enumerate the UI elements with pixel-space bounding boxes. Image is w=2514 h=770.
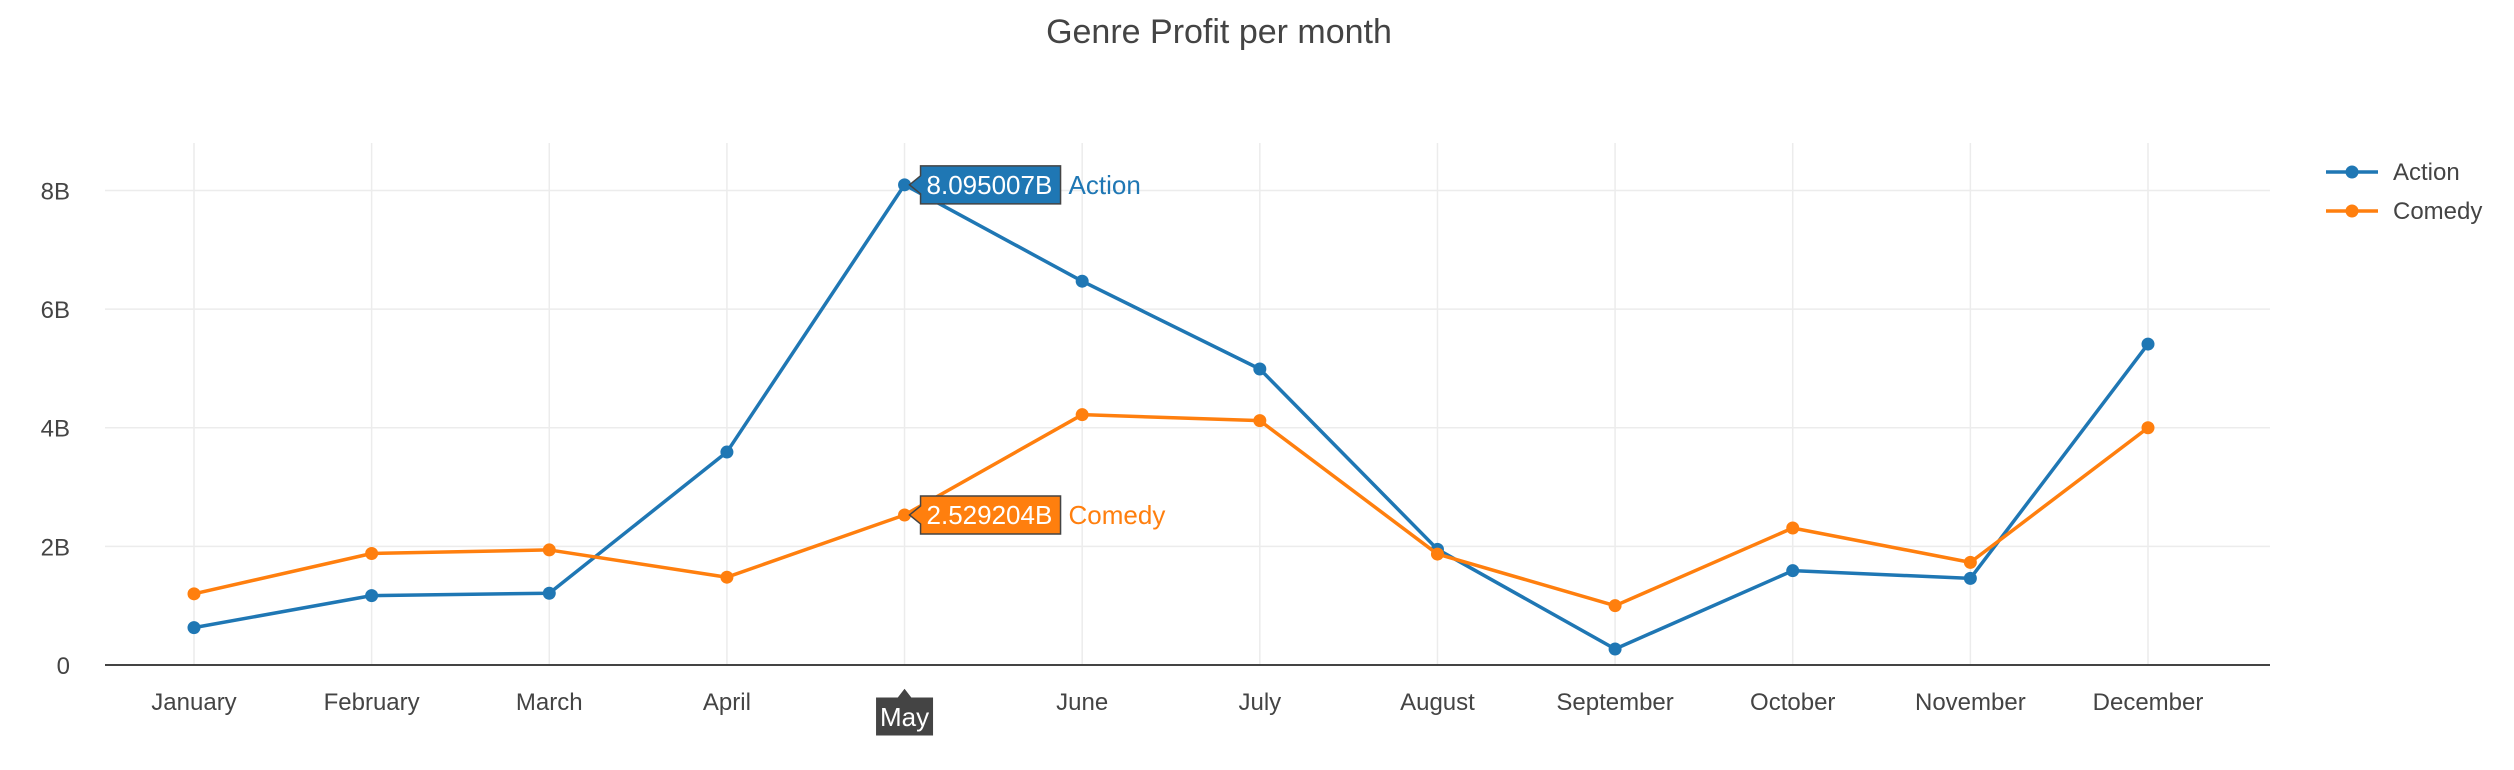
hover-value: 8.095007B (927, 170, 1053, 200)
data-point[interactable] (187, 621, 201, 635)
x-tick-label: October (1750, 689, 1835, 716)
data-point[interactable] (365, 546, 379, 560)
hover-series-name: Comedy (1069, 500, 1166, 530)
x-hover-text: May (880, 702, 929, 732)
x-tick-label: March (516, 689, 583, 716)
y-tick-label: 0 (57, 653, 70, 680)
x-tick-label: September (1556, 689, 1673, 716)
x-tick-label: June (1056, 689, 1108, 716)
data-point[interactable] (1253, 414, 1267, 428)
data-point[interactable] (1253, 362, 1267, 376)
legend-label: Action (2393, 159, 2460, 186)
y-tick-label: 8B (41, 178, 70, 205)
hover-value: 2.529204B (927, 500, 1053, 530)
x-tick-label: January (151, 689, 236, 716)
series-layer (187, 178, 2155, 656)
chart-title: Genre Profit per month (1046, 13, 1392, 51)
data-point[interactable] (898, 178, 912, 192)
data-point[interactable] (1608, 599, 1622, 613)
x-tick-label: December (2093, 689, 2204, 716)
legend-marker (2345, 204, 2359, 218)
data-point[interactable] (542, 586, 556, 600)
legend-marker (2345, 165, 2359, 179)
series-line (193, 412, 2150, 608)
data-point[interactable] (1075, 408, 1089, 422)
data-point[interactable] (542, 543, 556, 557)
data-point[interactable] (2141, 337, 2155, 351)
hover-label-comedy: 2.529204B Comedy (908, 495, 1166, 535)
x-tick-label: February (324, 689, 420, 716)
x-tick-label: August (1400, 689, 1475, 716)
data-point[interactable] (720, 570, 734, 584)
data-point[interactable] (898, 508, 912, 522)
x-tick-label: April (703, 689, 751, 716)
data-point[interactable] (365, 589, 379, 603)
data-point[interactable] (1786, 521, 1800, 535)
y-tick-label: 6B (41, 297, 70, 324)
data-point[interactable] (1963, 571, 1977, 585)
data-point[interactable] (1608, 642, 1622, 656)
data-point[interactable] (187, 587, 201, 601)
legend[interactable]: Action Comedy (2326, 159, 2482, 225)
axes: 0 2B 4B 6B 8B January February March April June Ju… (41, 178, 2270, 716)
series-line (193, 183, 2150, 651)
data-point[interactable] (2141, 421, 2155, 435)
y-tick-label: 2B (41, 534, 70, 561)
hover-label-action: 8.095007B Action (908, 165, 1141, 205)
y-tick-label: 4B (41, 416, 70, 443)
x-hover-label: May (875, 687, 935, 737)
series-comedy (187, 408, 2155, 613)
series-action (187, 178, 2155, 656)
data-point[interactable] (1786, 564, 1800, 578)
data-point[interactable] (1963, 555, 1977, 569)
hover-layer: May 8.095007B Action 2.529204B Comedy (875, 165, 1166, 737)
grid (105, 143, 2270, 665)
legend-item-comedy[interactable]: Comedy (2326, 198, 2482, 225)
data-point[interactable] (1075, 274, 1089, 288)
x-tick-label: July (1238, 689, 1281, 716)
x-tick-label: November (1915, 689, 2026, 716)
legend-item-action[interactable]: Action (2326, 159, 2460, 186)
data-point[interactable] (1430, 547, 1444, 561)
legend-label: Comedy (2393, 198, 2482, 225)
data-point[interactable] (720, 445, 734, 459)
hover-series-name: Action (1069, 170, 1141, 200)
